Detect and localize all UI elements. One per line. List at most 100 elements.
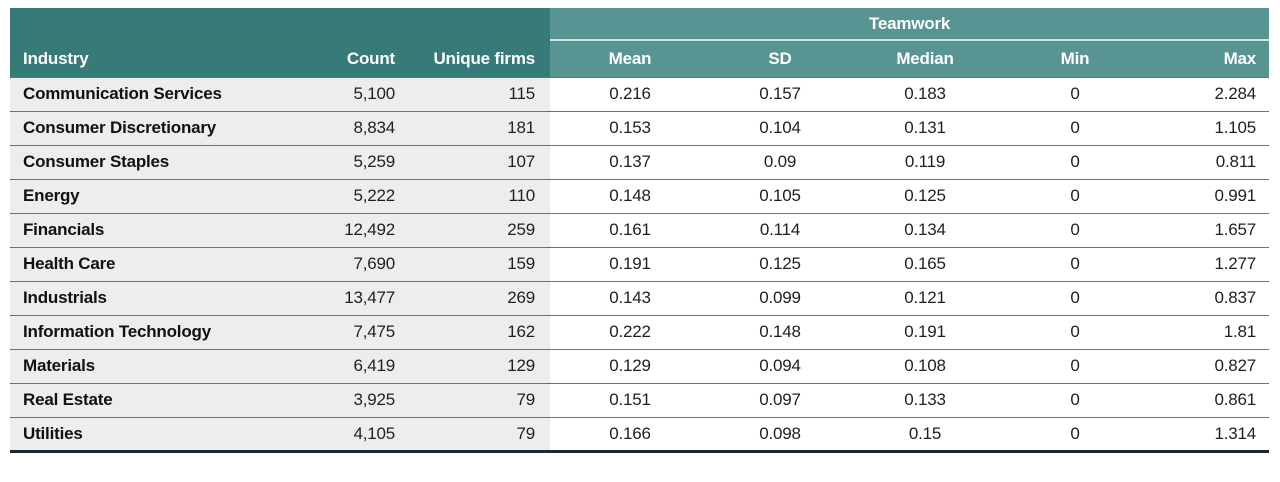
table-row: Industrials 13,477 269 0.143 0.099 0.121 0 0.83… [10, 280, 1270, 315]
min-cell: 0 [1000, 314, 1150, 349]
unique-firms-cell: 129 [410, 348, 550, 383]
table-row: Communication Services 5,100 115 0.216 0.157… [10, 76, 1270, 111]
median-cell: 0.191 [850, 314, 1000, 349]
table-row: Health Care 7,690 159 0.191 0.125 0.165 0 1.277 [10, 246, 1270, 281]
count-cell: 5,222 [320, 178, 410, 213]
median-cell: 0.121 [850, 280, 1000, 315]
table-row: Real Estate 3,925 79 0.151 0.097 0.133 0 0.861 [10, 382, 1270, 417]
min-cell: 0 [1000, 348, 1150, 383]
count-cell: 7,690 [320, 246, 410, 281]
column-header-max: Max [1150, 40, 1270, 77]
mean-cell: 0.222 [550, 314, 710, 349]
median-cell: 0.183 [850, 76, 1000, 111]
table-row: Information Technology 7,475 162 0.222 0.148… [10, 314, 1270, 349]
table-body: Communication Services 5,100 115 0.216 0.157… [10, 76, 1270, 453]
industry-cell: Financials [10, 212, 320, 247]
min-cell: 0 [1000, 416, 1150, 453]
sd-cell: 0.09 [710, 144, 850, 179]
min-cell: 0 [1000, 110, 1150, 145]
count-cell: 6,419 [320, 348, 410, 383]
unique-firms-cell: 115 [410, 76, 550, 111]
group-header-row: Teamwork [10, 8, 1270, 41]
header-spacer [10, 8, 550, 41]
industry-cell: Consumer Staples [10, 144, 320, 179]
count-cell: 12,492 [320, 212, 410, 247]
count-cell: 8,834 [320, 110, 410, 145]
mean-cell: 0.161 [550, 212, 710, 247]
unique-firms-cell: 162 [410, 314, 550, 349]
max-cell: 1.314 [1150, 416, 1270, 453]
column-header-count: Count [320, 40, 410, 77]
min-cell: 0 [1000, 280, 1150, 315]
sd-cell: 0.148 [710, 314, 850, 349]
table-row: Consumer Staples 5,259 107 0.137 0.09 0.119 0 0… [10, 144, 1270, 179]
industry-cell: Energy [10, 178, 320, 213]
table-container: Teamwork Industry Count Unique firms Mea… [10, 8, 1270, 453]
mean-cell: 0.166 [550, 416, 710, 453]
table-row: Consumer Discretionary 8,834 181 0.153 0.104… [10, 110, 1270, 145]
sd-cell: 0.099 [710, 280, 850, 315]
median-cell: 0.125 [850, 178, 1000, 213]
max-cell: 0.837 [1150, 280, 1270, 315]
sd-cell: 0.125 [710, 246, 850, 281]
table-row: Financials 12,492 259 0.161 0.114 0.134 0 1.657 [10, 212, 1270, 247]
count-cell: 13,477 [320, 280, 410, 315]
table-row: Utilities 4,105 79 0.166 0.098 0.15 0 1.314 [10, 416, 1270, 453]
mean-cell: 0.153 [550, 110, 710, 145]
count-cell: 4,105 [320, 416, 410, 453]
sd-cell: 0.098 [710, 416, 850, 453]
unique-firms-cell: 181 [410, 110, 550, 145]
table-row: Materials 6,419 129 0.129 0.094 0.108 0 0.827 [10, 348, 1270, 383]
sd-cell: 0.097 [710, 382, 850, 417]
min-cell: 0 [1000, 382, 1150, 417]
mean-cell: 0.129 [550, 348, 710, 383]
unique-firms-cell: 110 [410, 178, 550, 213]
unique-firms-cell: 107 [410, 144, 550, 179]
industry-teamwork-summary-table: Teamwork Industry Count Unique firms Mea… [10, 8, 1270, 453]
group-header-teamwork: Teamwork [550, 8, 1270, 41]
max-cell: 0.811 [1150, 144, 1270, 179]
median-cell: 0.133 [850, 382, 1000, 417]
max-cell: 1.105 [1150, 110, 1270, 145]
column-header-mean: Mean [550, 40, 710, 77]
industry-cell: Materials [10, 348, 320, 383]
max-cell: 1.277 [1150, 246, 1270, 281]
industry-cell: Information Technology [10, 314, 320, 349]
max-cell: 1.81 [1150, 314, 1270, 349]
column-header-min: Min [1000, 40, 1150, 77]
max-cell: 0.827 [1150, 348, 1270, 383]
median-cell: 0.119 [850, 144, 1000, 179]
min-cell: 0 [1000, 76, 1150, 111]
mean-cell: 0.137 [550, 144, 710, 179]
mean-cell: 0.216 [550, 76, 710, 111]
sd-cell: 0.157 [710, 76, 850, 111]
mean-cell: 0.148 [550, 178, 710, 213]
sd-cell: 0.114 [710, 212, 850, 247]
table-row: Energy 5,222 110 0.148 0.105 0.125 0 0.991 [10, 178, 1270, 213]
sd-cell: 0.094 [710, 348, 850, 383]
unique-firms-cell: 259 [410, 212, 550, 247]
median-cell: 0.134 [850, 212, 1000, 247]
sd-cell: 0.105 [710, 178, 850, 213]
column-header-row: Industry Count Unique firms Mean SD Medi… [10, 40, 1270, 77]
min-cell: 0 [1000, 144, 1150, 179]
min-cell: 0 [1000, 178, 1150, 213]
count-cell: 7,475 [320, 314, 410, 349]
median-cell: 0.131 [850, 110, 1000, 145]
median-cell: 0.108 [850, 348, 1000, 383]
industry-cell: Communication Services [10, 76, 320, 111]
mean-cell: 0.151 [550, 382, 710, 417]
min-cell: 0 [1000, 246, 1150, 281]
industry-cell: Health Care [10, 246, 320, 281]
column-header-median: Median [850, 40, 1000, 77]
column-header-industry: Industry [10, 40, 320, 77]
industry-cell: Utilities [10, 416, 320, 453]
column-header-unique-firms: Unique firms [410, 40, 550, 77]
mean-cell: 0.191 [550, 246, 710, 281]
unique-firms-cell: 159 [410, 246, 550, 281]
table-header: Teamwork Industry Count Unique firms Mea… [10, 8, 1270, 77]
max-cell: 2.284 [1150, 76, 1270, 111]
industry-cell: Industrials [10, 280, 320, 315]
unique-firms-cell: 79 [410, 382, 550, 417]
column-header-sd: SD [710, 40, 850, 77]
